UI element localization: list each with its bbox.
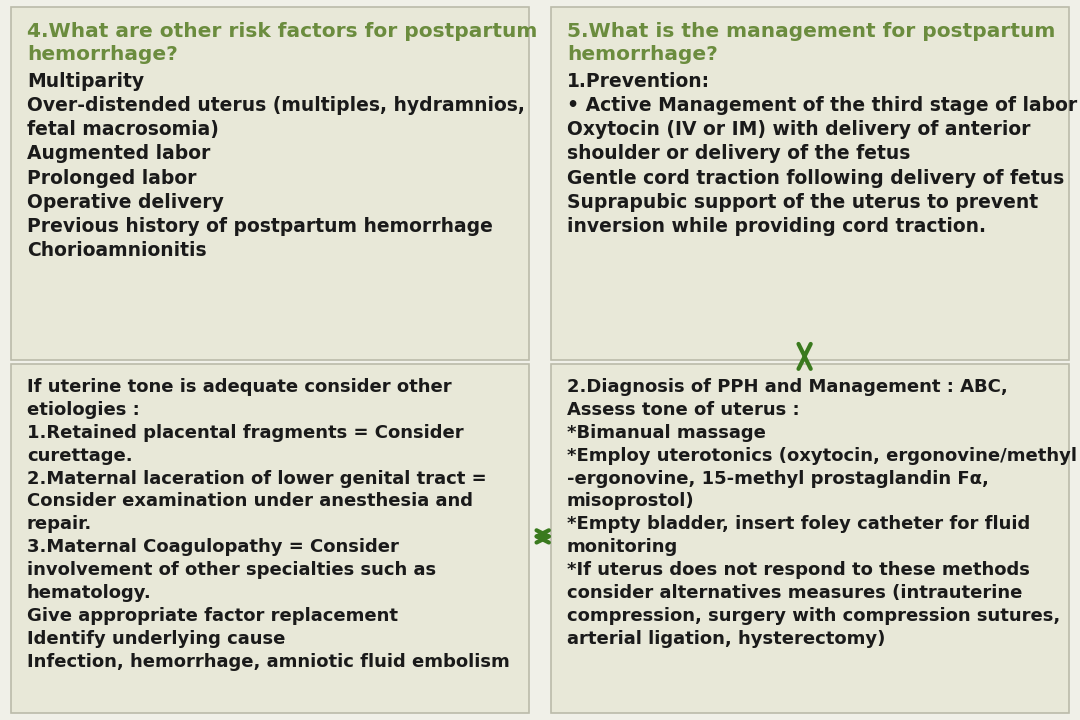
Text: 2.Diagnosis of PPH and Management : ABC,
Assess tone of uterus :
*Bimanual massa: 2.Diagnosis of PPH and Management : ABC,…	[567, 378, 1077, 648]
FancyBboxPatch shape	[551, 364, 1069, 713]
Text: 1.Prevention:
• Active Management of the third stage of labor
Oxytocin (IV or IM: 1.Prevention: • Active Management of the…	[567, 71, 1077, 236]
Text: 4.What are other risk factors for postpartum
hemorrhage?: 4.What are other risk factors for postpa…	[27, 22, 538, 64]
FancyBboxPatch shape	[11, 364, 529, 713]
Text: If uterine tone is adequate consider other
etiologies :
1.Retained placental fra: If uterine tone is adequate consider oth…	[27, 378, 510, 671]
Text: 5.What is the management for postpartum
hemorrhage?: 5.What is the management for postpartum …	[567, 22, 1055, 64]
FancyBboxPatch shape	[551, 7, 1069, 360]
Text: Multiparity
Over-distended uterus (multiples, hydramnios,
fetal macrosomia)
Augm: Multiparity Over-distended uterus (multi…	[27, 71, 525, 261]
FancyBboxPatch shape	[11, 7, 529, 360]
